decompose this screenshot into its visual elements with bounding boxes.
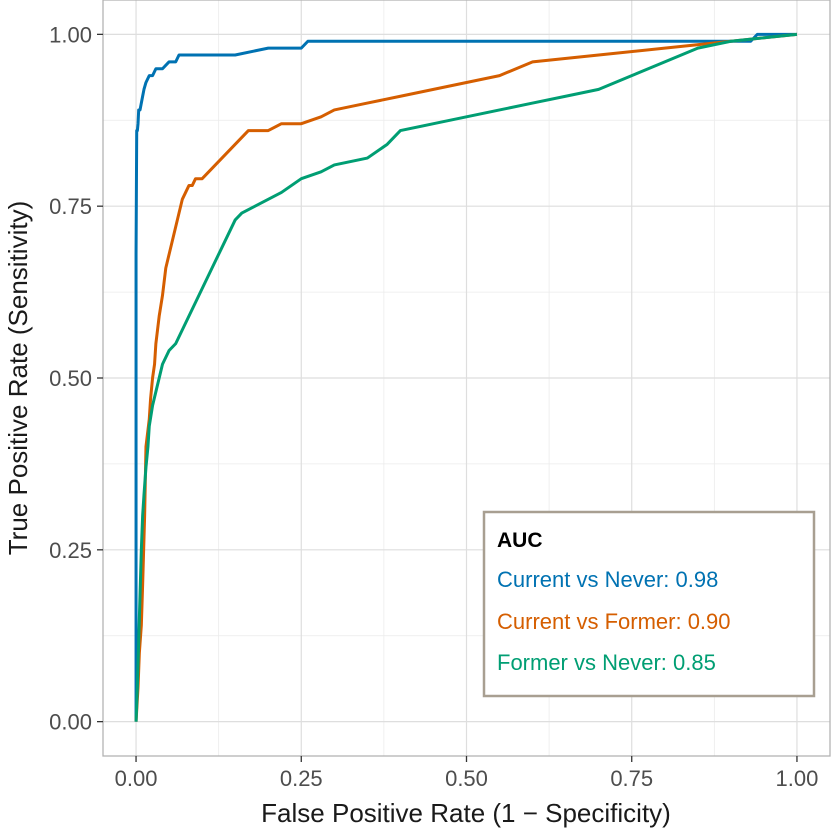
x-axis: 0.00 0.25 0.50 0.75 1.00 bbox=[115, 756, 819, 791]
y-axis-title: True Positive Rate (Sensitivity) bbox=[3, 201, 33, 555]
legend-entry-former-vs-never: Former vs Never: 0.85 bbox=[497, 650, 716, 675]
legend-entry-current-vs-never: Current vs Never: 0.98 bbox=[497, 567, 718, 592]
series-line-0 bbox=[134, 32, 797, 722]
y-tick-label: 0.00 bbox=[49, 710, 92, 735]
legend-box bbox=[482, 510, 816, 698]
legend: AUC Current vs Never: 0.98 Current vs Fo… bbox=[482, 510, 816, 698]
x-tick-label: 1.00 bbox=[776, 766, 819, 791]
y-tick-label: 0.50 bbox=[49, 366, 92, 391]
gridlines bbox=[103, 0, 830, 756]
series-line-1 bbox=[134, 32, 798, 722]
x-axis-title: False Positive Rate (1 − Specificity) bbox=[261, 798, 671, 828]
series-lines bbox=[134, 32, 798, 722]
y-tick-label: 0.25 bbox=[49, 538, 92, 563]
legend-title: AUC bbox=[497, 529, 543, 552]
x-tick-label: 0.50 bbox=[445, 766, 488, 791]
x-tick-label: 0.00 bbox=[115, 766, 158, 791]
x-tick-label: 0.25 bbox=[280, 766, 323, 791]
legend-entry-current-vs-former: Current vs Former: 0.90 bbox=[497, 609, 731, 634]
y-tick-label: 1.00 bbox=[49, 22, 92, 47]
series-line-2 bbox=[134, 32, 798, 722]
x-tick-label: 0.75 bbox=[610, 766, 653, 791]
y-axis: 0.00 0.25 0.50 0.75 1.00 bbox=[49, 22, 103, 735]
y-tick-label: 0.75 bbox=[49, 194, 92, 219]
